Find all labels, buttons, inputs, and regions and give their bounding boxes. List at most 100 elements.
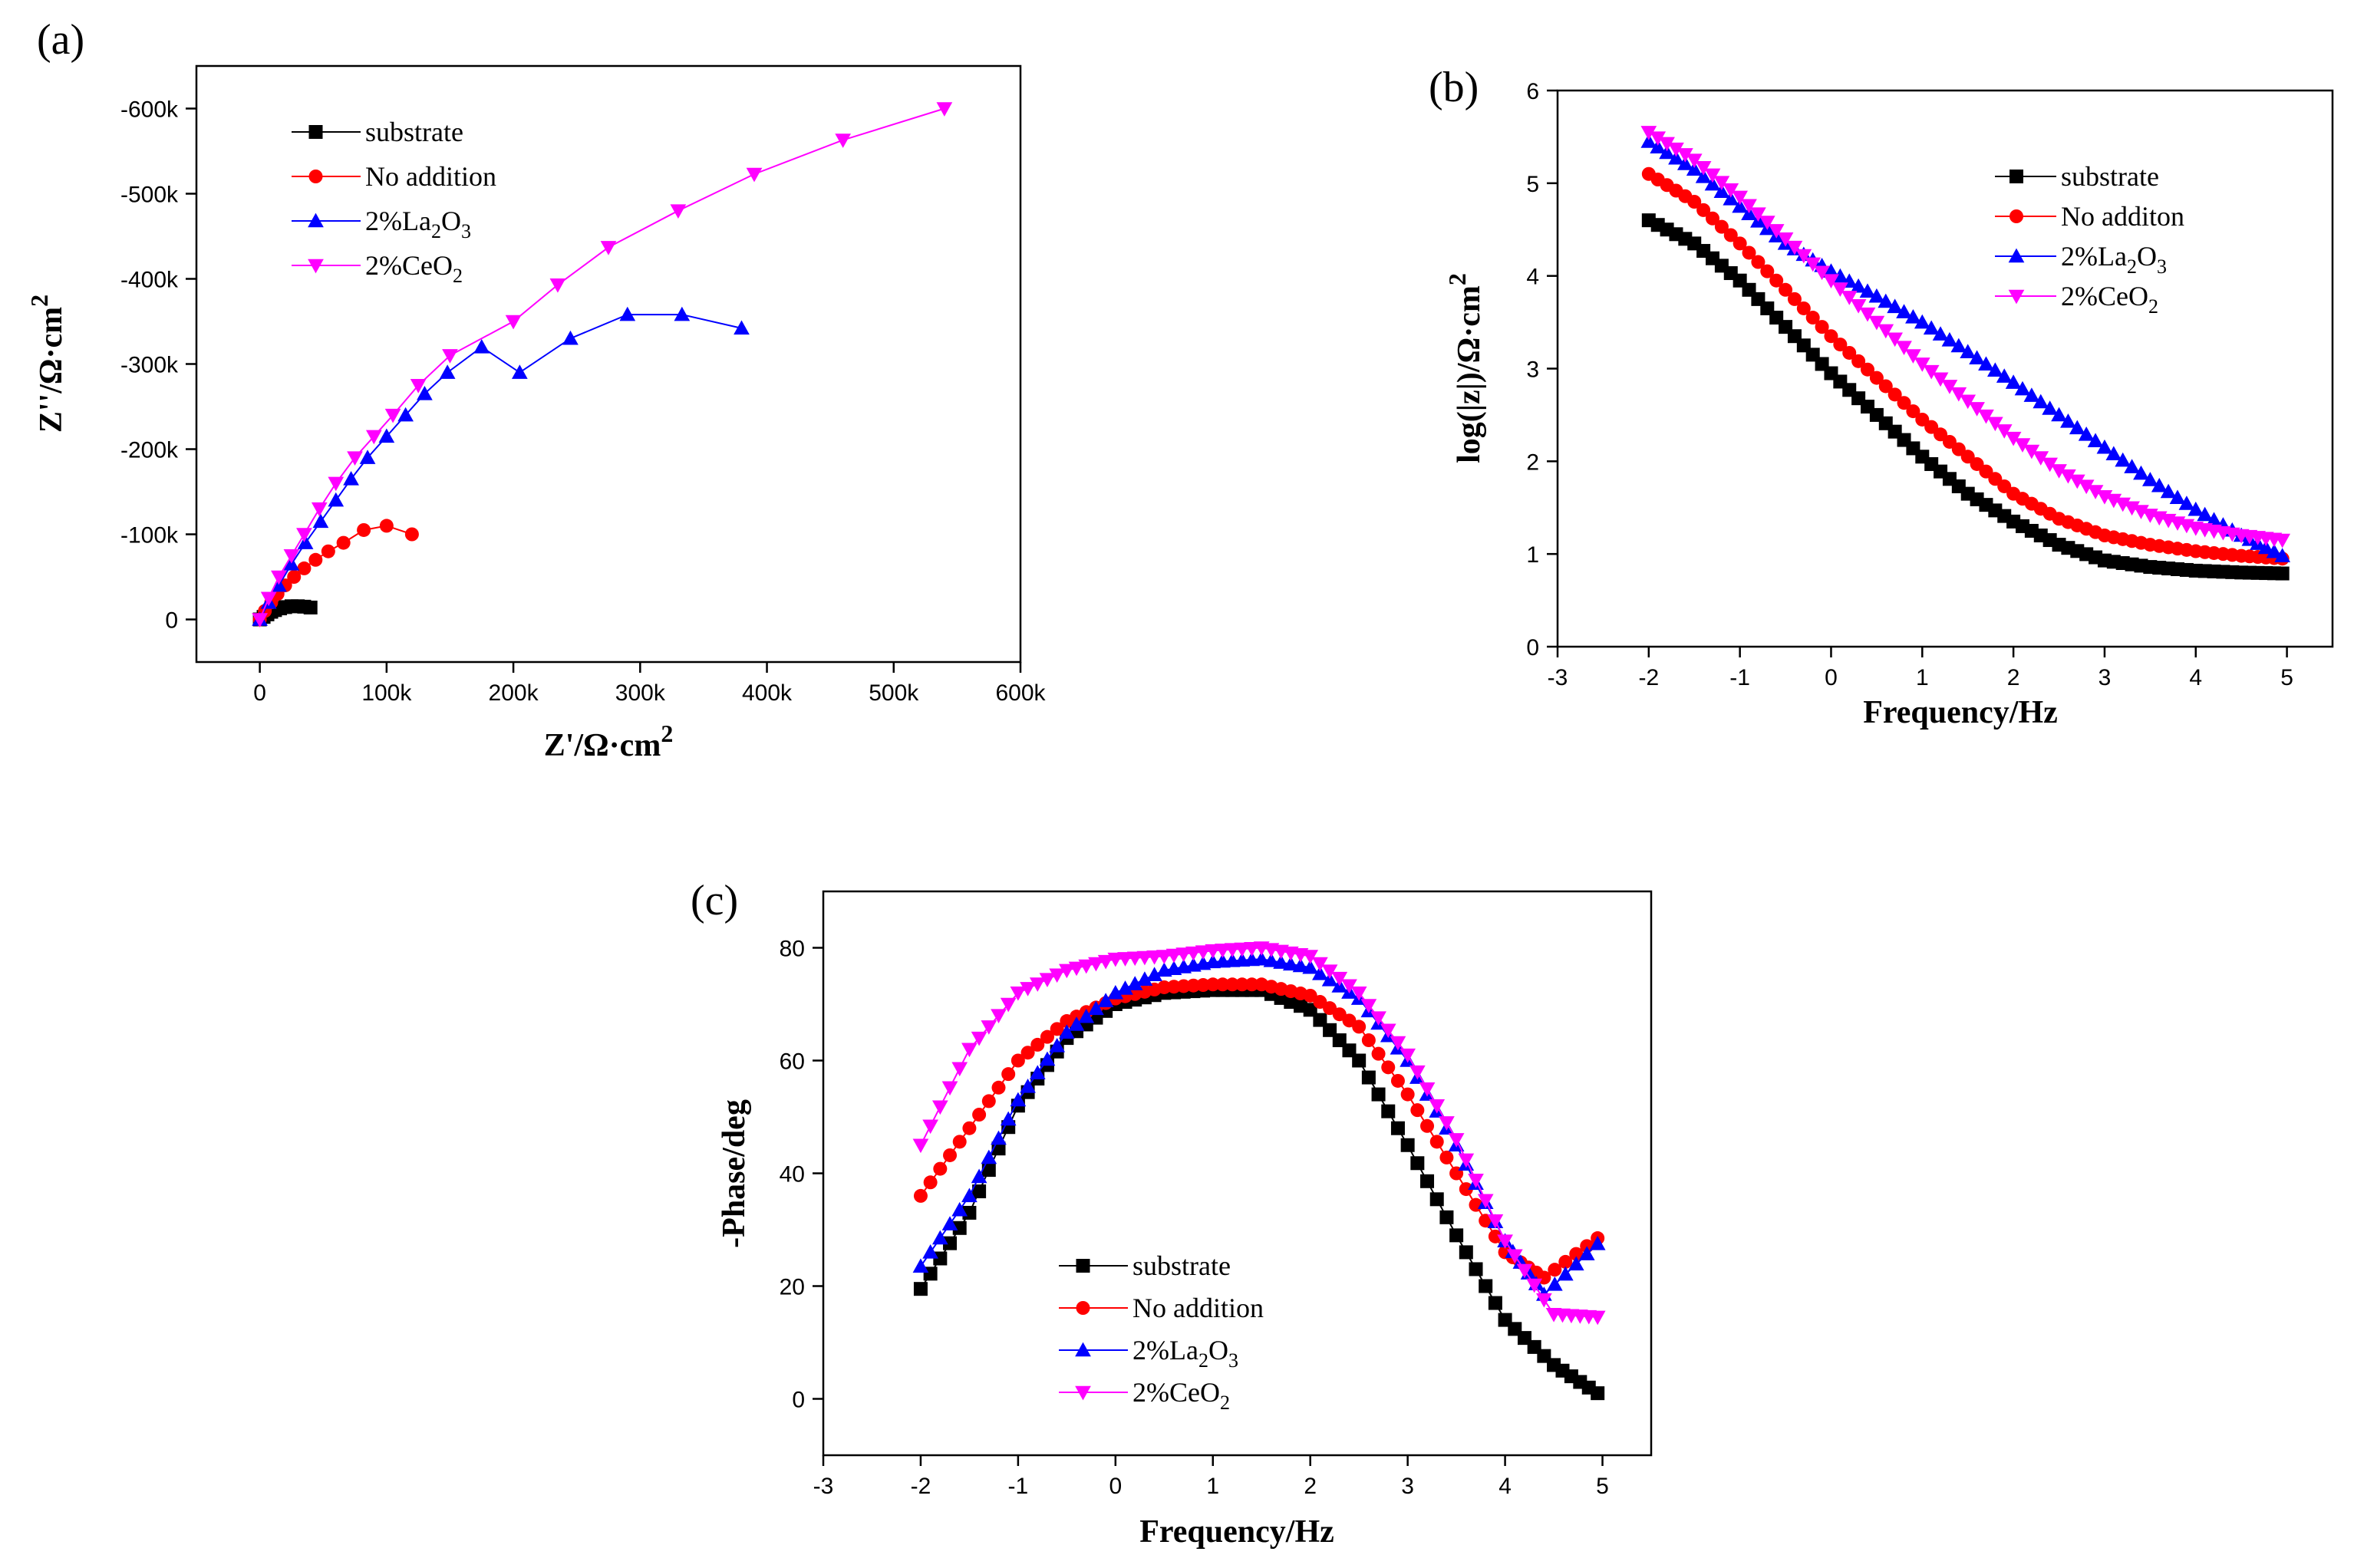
data-point (297, 535, 314, 549)
data-point (1410, 1103, 1425, 1118)
data-point (1842, 345, 1857, 360)
data-point (2257, 539, 2274, 555)
data-point (1215, 977, 1230, 992)
data-point (1049, 968, 1066, 983)
data-point (357, 522, 371, 537)
panel-label: (b) (1429, 64, 1479, 111)
data-point (943, 1236, 958, 1250)
data-point (952, 1135, 967, 1149)
data-point (347, 451, 363, 466)
data-point (1400, 1138, 1415, 1152)
data-point (1302, 959, 1319, 974)
x-tick-label: 0 (253, 680, 266, 706)
data-point (1960, 394, 1977, 410)
x-tick-label: -1 (1729, 665, 1750, 690)
data-point (734, 320, 750, 335)
data-point (1687, 195, 1702, 209)
data-point (296, 528, 312, 542)
data-point (283, 548, 300, 564)
data-point (1136, 971, 1153, 986)
data-point (2133, 465, 2149, 480)
y-axis-title-text: log(|z|)/Ω·cm (1452, 285, 1487, 463)
data-point (1371, 1087, 1386, 1102)
data-point (1548, 1263, 1562, 1277)
data-point (1978, 409, 1994, 424)
series-layer (1640, 126, 2290, 581)
data-point (1905, 308, 1921, 324)
y-tick-label: 6 (1526, 79, 1539, 104)
data-point (1390, 1036, 1406, 1051)
data-point (1987, 362, 2003, 377)
data-point (473, 338, 490, 354)
data-point (1589, 1236, 1606, 1250)
data-point (1429, 1099, 1446, 1114)
data-point (2275, 566, 2290, 581)
data-point (933, 1161, 948, 1176)
data-point (1459, 1245, 1473, 1260)
series-ceo2 (252, 102, 953, 628)
data-point (1951, 442, 1966, 456)
legend-marker (2008, 248, 2025, 263)
legend-label: 2%La2O3 (2061, 241, 2167, 278)
data-point (1996, 368, 2013, 383)
data-point (1823, 263, 1839, 278)
data-point (1235, 977, 1249, 992)
data-point (2188, 501, 2204, 516)
data-point (1245, 977, 1259, 992)
y-tick-label: -500k (120, 183, 179, 208)
legend-subscript: 2 (2148, 295, 2158, 318)
legend-label: 2%CeO2 (2061, 281, 2158, 318)
data-point (2033, 394, 2049, 409)
data-point (1741, 199, 1757, 214)
data-point (1195, 945, 1212, 960)
data-point (1126, 976, 1143, 990)
data-point (1030, 1037, 1045, 1052)
x-tick-label: -1 (1008, 1474, 1029, 1499)
data-point (2274, 533, 2290, 548)
data-point (1107, 984, 1124, 1000)
data-point (1568, 1256, 1584, 1271)
data-point (1768, 224, 1785, 239)
series-layer (252, 102, 953, 628)
y-tick-label: -100k (120, 523, 179, 548)
data-point (1234, 942, 1251, 957)
legend-label: 2%La2O3 (365, 206, 471, 242)
data-point (1914, 314, 1930, 329)
legend-label-text: 2%La (2061, 241, 2127, 272)
data-point (1591, 1386, 1605, 1401)
data-point (913, 1282, 928, 1296)
series-la2o3 (1640, 133, 2290, 562)
data-point (1361, 1070, 1376, 1085)
data-point (2096, 439, 2113, 454)
legend-marker (308, 125, 323, 139)
data-point (384, 408, 401, 423)
legend-label-mid: O (2137, 241, 2157, 272)
data-point (2142, 472, 2158, 486)
data-point (1934, 427, 1948, 442)
data-point (1312, 965, 1328, 980)
legend-label: No addition (1132, 1293, 1264, 1323)
data-point (1536, 1293, 1552, 1308)
data-point (1381, 1104, 1396, 1118)
data-point (951, 1062, 968, 1077)
data-point (2115, 452, 2131, 467)
data-point (417, 386, 433, 400)
y-tick-label: 20 (780, 1275, 805, 1300)
y-axis-title-text: -Phase/deg (717, 1099, 752, 1248)
x-tick-label: 100k (361, 680, 412, 706)
data-point (2005, 431, 2022, 446)
data-point (1878, 293, 1894, 308)
data-point (2197, 506, 2213, 522)
legend-subscript: 3 (2157, 255, 2167, 278)
legend-label: 2%CeO2 (365, 250, 463, 287)
data-point (1292, 957, 1309, 973)
data-point (303, 600, 318, 614)
data-point (2178, 496, 2195, 510)
data-point (562, 330, 579, 345)
y-tick-label: -300k (120, 353, 179, 378)
data-point (1733, 236, 1747, 251)
legend-label-mid: O (1208, 1335, 1228, 1365)
data-point (2005, 374, 2022, 389)
data-point (1969, 350, 1985, 365)
